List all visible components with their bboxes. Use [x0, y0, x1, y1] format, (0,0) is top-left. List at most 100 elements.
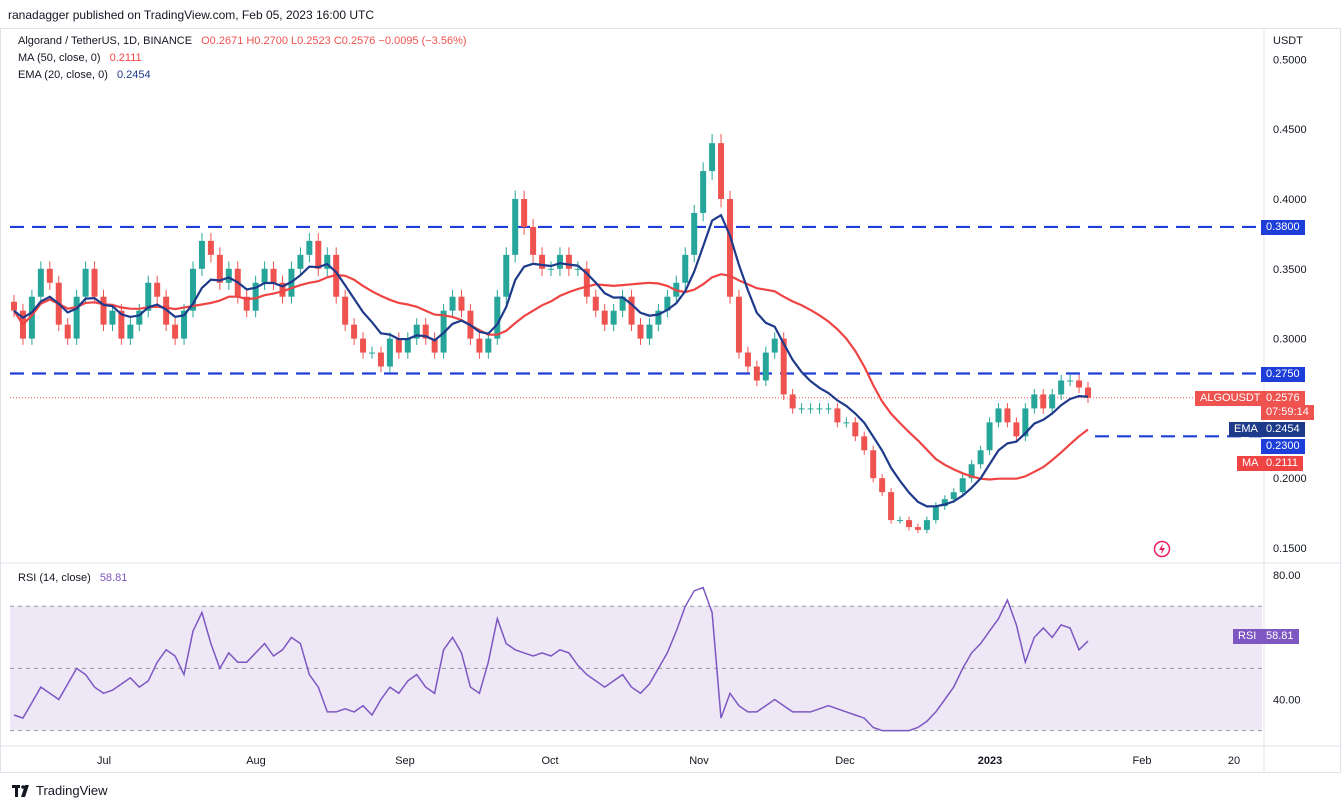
candle-body[interactable]	[73, 296, 80, 339]
candle-body[interactable]	[548, 268, 554, 270]
candle-body[interactable]	[198, 240, 205, 269]
candle-body[interactable]	[923, 520, 930, 530]
candle-body[interactable]	[127, 324, 134, 339]
candle-body[interactable]	[834, 408, 841, 423]
candle-body[interactable]	[91, 268, 98, 297]
candle-body[interactable]	[1040, 394, 1047, 409]
candle-body[interactable]	[906, 520, 912, 528]
candle-body[interactable]	[395, 338, 402, 353]
candle-body[interactable]	[556, 254, 563, 269]
candle-body[interactable]	[914, 527, 921, 530]
candle-body[interactable]	[628, 296, 635, 325]
candle-body[interactable]	[807, 408, 814, 410]
candle-body[interactable]	[190, 268, 196, 311]
candle-body[interactable]	[512, 199, 519, 255]
candle-body[interactable]	[458, 296, 465, 311]
candle-body[interactable]	[861, 436, 868, 451]
footer-brand[interactable]: TradingView	[12, 783, 108, 798]
candle-body[interactable]	[879, 478, 886, 493]
candle-body[interactable]	[503, 254, 510, 297]
candle-body[interactable]	[637, 324, 644, 339]
candle-body[interactable]	[64, 324, 71, 339]
candle-body[interactable]	[610, 310, 617, 325]
candle-body[interactable]	[377, 352, 384, 367]
ema20-line[interactable]	[13, 213, 1089, 508]
ema-legend[interactable]: EMA (20, close, 0) 0.2454	[18, 69, 151, 81]
candle-body[interactable]	[744, 352, 751, 367]
candle-body[interactable]	[735, 296, 742, 353]
candle-body[interactable]	[753, 366, 760, 381]
candle-body[interactable]	[709, 143, 716, 172]
candle-body[interactable]	[261, 268, 268, 283]
candle-body[interactable]	[968, 464, 975, 479]
candle-body[interactable]	[780, 338, 787, 395]
candle-body[interactable]	[1031, 394, 1038, 409]
candle-body[interactable]	[798, 408, 805, 410]
candle-body[interactable]	[279, 282, 286, 297]
candle-body[interactable]	[1013, 422, 1020, 437]
candle-body[interactable]	[762, 352, 769, 381]
candle-body[interactable]	[351, 324, 358, 339]
candle-body[interactable]	[897, 520, 904, 522]
candle-body[interactable]	[825, 408, 832, 410]
candle-body[interactable]	[852, 422, 859, 437]
candle-body[interactable]	[941, 499, 948, 507]
candle-body[interactable]	[324, 254, 331, 269]
candle-body[interactable]	[422, 324, 429, 339]
candle-body[interactable]	[727, 199, 733, 297]
candle-body[interactable]	[154, 282, 161, 297]
candle-body[interactable]	[816, 408, 823, 410]
candle-body[interactable]	[530, 226, 537, 255]
candle-body[interactable]	[601, 310, 608, 325]
candle-body[interactable]	[1022, 408, 1029, 437]
candle-body[interactable]	[1076, 380, 1083, 388]
candle-body[interactable]	[449, 296, 456, 311]
candle-body[interactable]	[243, 296, 250, 311]
candle-body[interactable]	[109, 310, 116, 325]
candle-body[interactable]	[771, 338, 778, 353]
candle-body[interactable]	[718, 143, 725, 199]
candle-body[interactable]	[1067, 380, 1074, 382]
candle-body[interactable]	[82, 268, 89, 297]
candle-body[interactable]	[172, 324, 179, 339]
candle-body[interactable]	[646, 324, 653, 339]
candle-body[interactable]	[386, 338, 393, 367]
ma-legend[interactable]: MA (50, close, 0) 0.2111	[18, 52, 142, 64]
candle-body[interactable]	[521, 199, 528, 227]
candle-body[interactable]	[1049, 394, 1056, 409]
candle-body[interactable]	[950, 492, 957, 500]
candle-body[interactable]	[494, 296, 501, 339]
candle-body[interactable]	[574, 268, 581, 270]
candle-body[interactable]	[592, 296, 599, 311]
candle-body[interactable]	[932, 506, 939, 521]
candle-body[interactable]	[28, 296, 35, 339]
candle-body[interactable]	[342, 296, 349, 325]
candle-body[interactable]	[306, 240, 313, 255]
candle-body[interactable]	[691, 212, 698, 255]
candle-body[interactable]	[46, 268, 53, 283]
candle-body[interactable]	[413, 324, 420, 339]
candle-body[interactable]	[207, 240, 214, 255]
candle-body[interactable]	[225, 268, 232, 283]
candle-body[interactable]	[100, 296, 107, 325]
candle-body[interactable]	[700, 171, 707, 213]
candle-body[interactable]	[619, 296, 626, 311]
candle-body[interactable]	[360, 338, 367, 353]
candle-body[interactable]	[977, 450, 984, 465]
candle-body[interactable]	[888, 492, 895, 521]
candle-body[interactable]	[181, 310, 188, 339]
candle-body[interactable]	[655, 310, 662, 325]
candle-body[interactable]	[485, 338, 492, 353]
candle-body[interactable]	[37, 268, 44, 297]
candle-body[interactable]	[870, 450, 877, 479]
candle-body[interactable]	[404, 338, 411, 353]
candle-body[interactable]	[1004, 408, 1011, 423]
candle-body[interactable]	[1058, 380, 1065, 395]
candle-body[interactable]	[986, 422, 993, 451]
candle-body[interactable]	[843, 422, 850, 424]
candle-body[interactable]	[216, 254, 223, 283]
candle-body[interactable]	[270, 268, 277, 283]
candle-body[interactable]	[682, 254, 689, 283]
symbol-legend[interactable]: Algorand / TetherUS, 1D, BINANCE O0.2671…	[18, 35, 467, 47]
